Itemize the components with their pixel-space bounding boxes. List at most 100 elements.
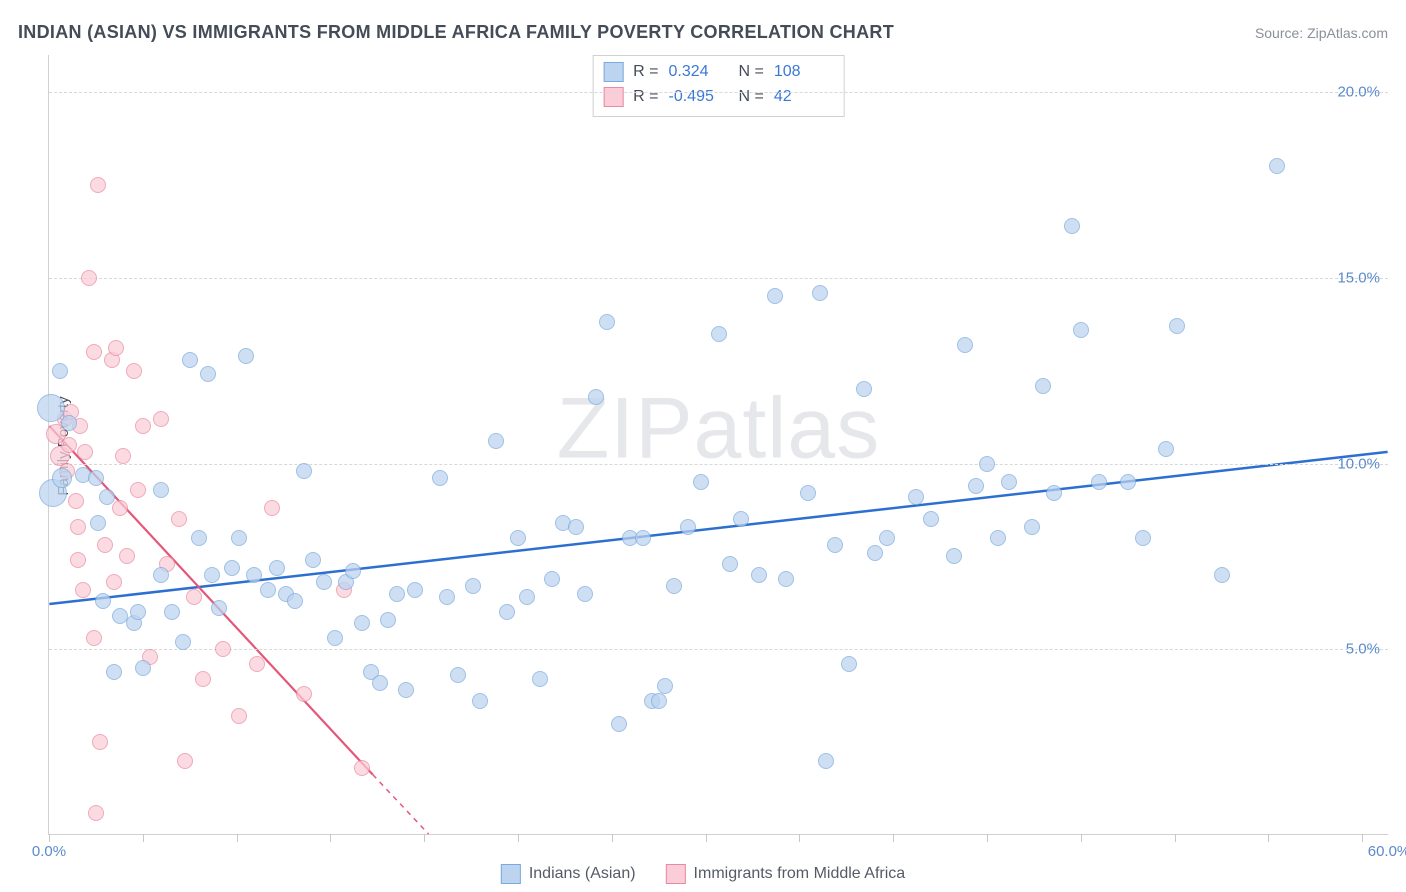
source-label: Source: ZipAtlas.com — [1255, 25, 1388, 41]
scatter-point-blue — [588, 389, 604, 405]
xtick — [612, 834, 613, 842]
scatter-point-blue — [224, 560, 240, 576]
scatter-point-blue — [204, 567, 220, 583]
scatter-point-blue — [733, 511, 749, 527]
scatter-point-blue — [61, 415, 77, 431]
ytick-label: 10.0% — [1337, 455, 1380, 472]
scatter-point-pink — [106, 574, 122, 590]
series-legend: Indians (Asian) Immigrants from Middle A… — [501, 864, 905, 884]
scatter-point-blue — [327, 630, 343, 646]
scatter-point-blue — [841, 656, 857, 672]
scatter-point-pink — [126, 363, 142, 379]
scatter-point-blue — [599, 314, 615, 330]
scatter-point-pink — [92, 734, 108, 750]
xtick — [1175, 834, 1176, 842]
scatter-point-blue — [88, 470, 104, 486]
xtick — [424, 834, 425, 842]
xtick — [49, 834, 50, 842]
scatter-point-blue — [818, 753, 834, 769]
scatter-point-blue — [407, 582, 423, 598]
xtick — [1268, 834, 1269, 842]
xtick — [987, 834, 988, 842]
scatter-point-pink — [186, 589, 202, 605]
scatter-point-pink — [70, 519, 86, 535]
n-value-pink: 42 — [774, 85, 834, 110]
scatter-point-blue — [1035, 378, 1051, 394]
scatter-point-blue — [577, 586, 593, 602]
scatter-point-blue — [680, 519, 696, 535]
scatter-point-blue — [946, 548, 962, 564]
scatter-point-blue — [488, 433, 504, 449]
xtick-label-left: 0.0% — [32, 843, 66, 860]
scatter-point-blue — [767, 288, 783, 304]
xtick — [1081, 834, 1082, 842]
scatter-point-pink — [70, 552, 86, 568]
scatter-point-blue — [260, 582, 276, 598]
scatter-point-pink — [296, 686, 312, 702]
scatter-point-blue — [635, 530, 651, 546]
legend-label-pink: Immigrants from Middle Africa — [694, 865, 906, 883]
gridline-y — [49, 278, 1388, 279]
scatter-point-blue — [287, 593, 303, 609]
scatter-point-blue — [439, 589, 455, 605]
scatter-point-blue — [711, 326, 727, 342]
trend-lines-layer — [49, 55, 1388, 834]
scatter-point-blue — [1135, 530, 1151, 546]
scatter-point-pink — [354, 760, 370, 776]
ytick-label: 5.0% — [1346, 641, 1380, 658]
chart-plot-area: ZIPatlas R = 0.324 N = 108 R = -0.495 N … — [48, 55, 1388, 835]
scatter-point-blue — [432, 470, 448, 486]
legend-item-pink: Immigrants from Middle Africa — [666, 864, 906, 884]
scatter-point-blue — [499, 604, 515, 620]
scatter-point-pink — [195, 671, 211, 687]
xtick — [143, 834, 144, 842]
scatter-point-pink — [68, 493, 84, 509]
scatter-point-blue — [52, 363, 68, 379]
xtick — [237, 834, 238, 842]
scatter-point-blue — [812, 285, 828, 301]
scatter-point-blue — [95, 593, 111, 609]
xtick — [893, 834, 894, 842]
scatter-point-blue — [354, 615, 370, 631]
scatter-point-pink — [112, 500, 128, 516]
scatter-point-blue — [1073, 322, 1089, 338]
scatter-point-blue — [1024, 519, 1040, 535]
scatter-point-blue — [693, 474, 709, 490]
scatter-point-pink — [81, 270, 97, 286]
correlation-row-pink: R = -0.495 N = 42 — [603, 85, 834, 110]
r-value-blue: 0.324 — [669, 60, 729, 85]
xtick — [799, 834, 800, 842]
ytick-label: 20.0% — [1337, 84, 1380, 101]
scatter-point-blue — [389, 586, 405, 602]
scatter-point-pink — [61, 437, 77, 453]
n-label: N = — [739, 85, 764, 110]
scatter-point-blue — [345, 563, 361, 579]
scatter-point-blue — [269, 560, 285, 576]
scatter-point-pink — [115, 448, 131, 464]
scatter-point-blue — [1001, 474, 1017, 490]
scatter-point-blue — [979, 456, 995, 472]
scatter-point-blue — [908, 489, 924, 505]
scatter-point-pink — [108, 340, 124, 356]
scatter-point-blue — [106, 664, 122, 680]
scatter-point-blue — [231, 530, 247, 546]
scatter-point-blue — [856, 381, 872, 397]
scatter-point-blue — [657, 678, 673, 694]
scatter-point-blue — [296, 463, 312, 479]
scatter-point-blue — [1269, 158, 1285, 174]
swatch-blue — [603, 62, 623, 82]
scatter-point-blue — [923, 511, 939, 527]
scatter-point-blue — [867, 545, 883, 561]
scatter-point-blue — [380, 612, 396, 628]
scatter-point-pink — [90, 177, 106, 193]
legend-item-blue: Indians (Asian) — [501, 864, 636, 884]
scatter-point-blue — [532, 671, 548, 687]
xtick — [330, 834, 331, 842]
r-label: R = — [633, 60, 658, 85]
scatter-point-blue — [465, 578, 481, 594]
scatter-point-blue — [246, 567, 262, 583]
scatter-point-pink — [153, 411, 169, 427]
scatter-point-blue — [153, 567, 169, 583]
scatter-point-blue — [305, 552, 321, 568]
scatter-point-pink — [171, 511, 187, 527]
